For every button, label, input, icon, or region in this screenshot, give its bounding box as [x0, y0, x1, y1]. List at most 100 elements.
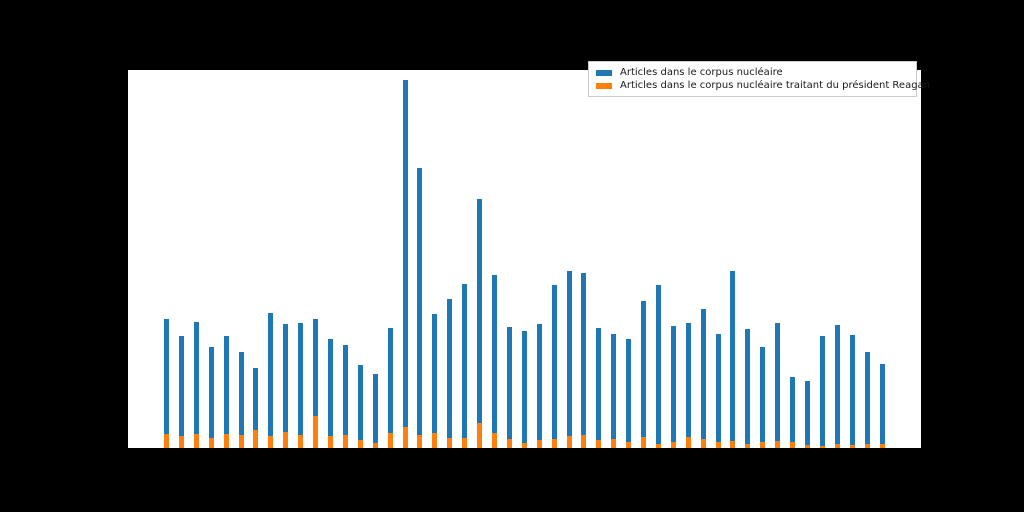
bar-reagan: [819, 446, 825, 448]
bar-reagan: [641, 437, 646, 448]
bar-reagan: [536, 440, 542, 448]
bar-corpus: [462, 284, 468, 448]
bar-reagan: [879, 444, 885, 448]
bar-corpus: [283, 324, 289, 448]
bar-reagan: [655, 444, 661, 448]
bar-corpus: [238, 352, 244, 448]
bar-corpus: [581, 273, 587, 448]
bar-corpus: [402, 80, 408, 448]
bar-reagan: [268, 436, 274, 448]
bar-corpus: [819, 336, 825, 448]
bar-reagan: [581, 435, 587, 448]
bar-corpus: [328, 339, 333, 448]
bar-corpus: [596, 328, 602, 448]
bar-reagan: [342, 435, 348, 448]
bar-reagan: [685, 437, 691, 448]
bar-corpus: [879, 364, 885, 448]
bar-reagan: [834, 444, 840, 448]
bar-reagan: [491, 433, 497, 448]
bar-reagan: [313, 416, 319, 448]
bar-reagan: [849, 445, 855, 448]
bar-corpus: [849, 335, 855, 448]
bar-reagan: [670, 442, 676, 448]
bar-reagan: [447, 438, 453, 448]
bar-corpus: [864, 352, 870, 448]
legend-item-reagan: Articles dans le corpus nucléaire traita…: [596, 80, 930, 93]
bar-corpus: [178, 336, 184, 448]
legend-swatch-orange-icon: [596, 82, 612, 89]
bar-corpus: [551, 285, 557, 448]
bar-corpus: [521, 331, 527, 448]
bar-corpus: [193, 322, 199, 448]
bar-reagan: [566, 436, 572, 448]
bar-reagan: [745, 444, 751, 448]
legend-item-corpus: Articles dans le corpus nucléaire: [596, 67, 908, 80]
bar-reagan: [626, 442, 632, 448]
bar-corpus: [685, 323, 691, 448]
bar-reagan: [387, 433, 393, 448]
bar-reagan: [864, 444, 870, 448]
bar-corpus: [447, 299, 453, 448]
bar-corpus: [357, 365, 363, 448]
bar-corpus: [745, 329, 751, 448]
bar-corpus: [655, 285, 661, 448]
bar-corpus: [566, 271, 572, 448]
bar-reagan: [208, 438, 214, 448]
bar-reagan: [700, 439, 706, 448]
legend-label-corpus: Articles dans le corpus nucléaire: [620, 67, 783, 79]
bar-reagan: [790, 442, 796, 448]
legend-label-reagan: Articles dans le corpus nucléaire traita…: [620, 79, 931, 91]
bar-reagan: [521, 443, 527, 448]
bar-corpus: [805, 381, 810, 448]
bar-corpus: [268, 313, 274, 448]
bar-reagan: [551, 439, 557, 448]
bar-corpus: [730, 271, 736, 448]
bar-reagan: [730, 441, 736, 448]
bar-reagan: [357, 440, 363, 448]
bar-reagan: [596, 440, 602, 448]
bar-corpus: [700, 309, 706, 448]
bar-reagan: [775, 441, 781, 448]
bar-reagan: [715, 442, 721, 448]
bar-corpus: [298, 323, 304, 448]
bar-reagan: [253, 430, 259, 448]
bar-reagan: [402, 427, 408, 448]
bar-corpus: [536, 324, 542, 448]
bar-corpus: [626, 339, 632, 448]
bar-corpus: [506, 327, 512, 448]
bar-reagan: [432, 433, 438, 448]
bar-corpus: [223, 336, 229, 448]
bar-reagan: [506, 439, 512, 448]
bar-corpus: [372, 374, 378, 448]
bar-corpus: [834, 325, 840, 448]
plot-area: [128, 70, 921, 448]
bar-corpus: [253, 368, 259, 448]
bar-reagan: [164, 434, 169, 448]
bar-corpus: [491, 275, 497, 448]
bar-corpus: [760, 347, 766, 448]
bar-reagan: [462, 438, 468, 448]
bar-corpus: [775, 323, 781, 448]
bar-reagan: [611, 439, 617, 448]
bar-reagan: [477, 423, 482, 448]
bar-reagan: [223, 434, 229, 448]
bar-corpus: [313, 319, 319, 448]
bar-corpus: [611, 334, 617, 448]
bar-corpus: [477, 199, 482, 448]
bar-reagan: [328, 436, 333, 448]
bar-reagan: [238, 435, 244, 448]
bar-reagan: [417, 435, 423, 448]
bar-reagan: [283, 432, 289, 448]
bar-corpus: [342, 345, 348, 448]
bar-reagan: [298, 435, 304, 448]
bar-corpus: [790, 377, 796, 448]
bar-reagan: [372, 443, 378, 448]
bar-corpus: [164, 319, 169, 448]
bar-corpus: [641, 301, 646, 448]
bar-reagan: [760, 442, 766, 448]
bar-corpus: [387, 328, 393, 448]
bar-corpus: [208, 347, 214, 448]
bar-corpus: [670, 326, 676, 448]
legend: Articles dans le corpus nucléaire Articl…: [588, 61, 930, 97]
